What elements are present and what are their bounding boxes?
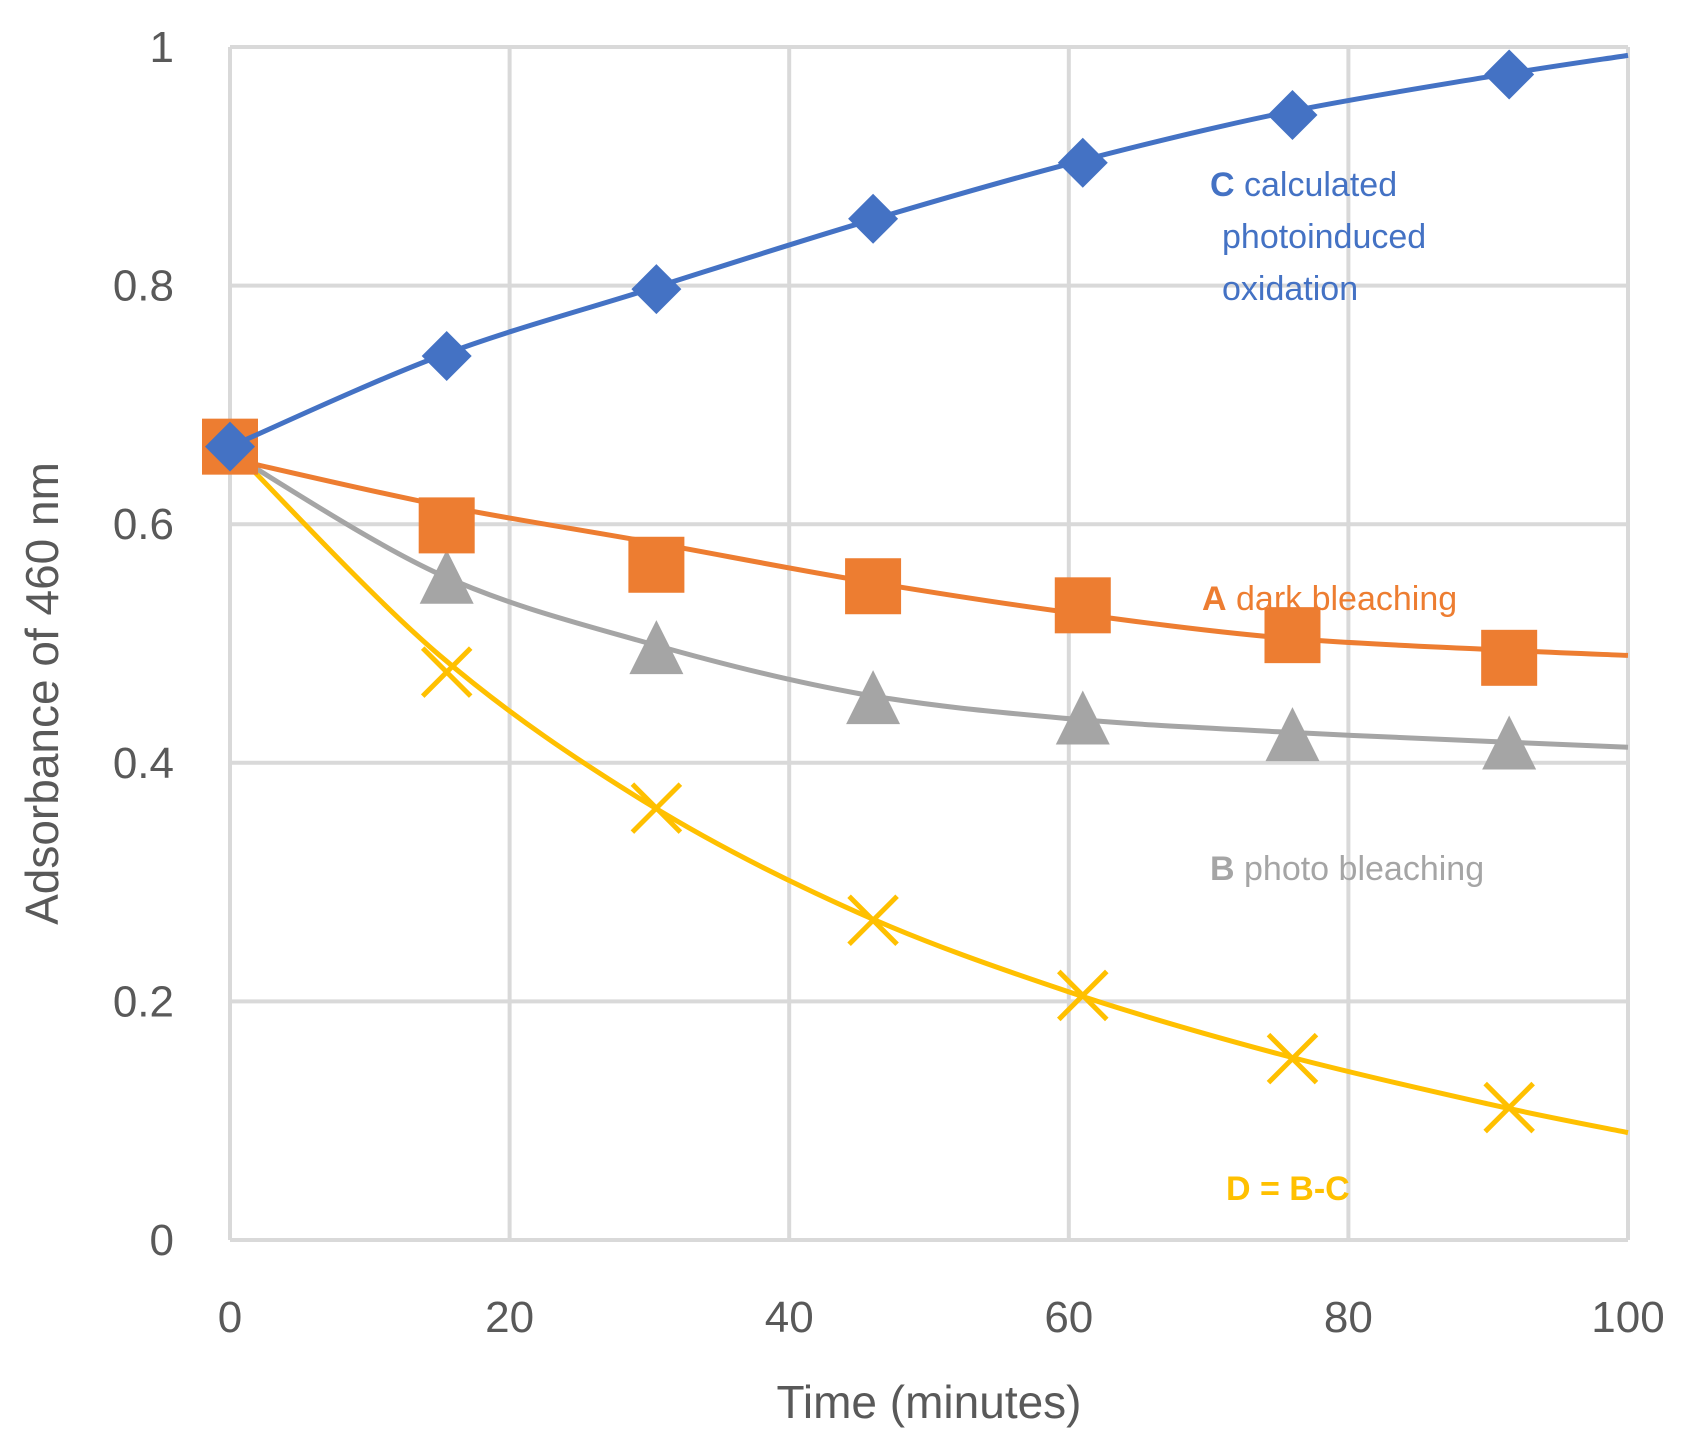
data-point-b (419, 549, 474, 604)
annotation-key: B (1210, 850, 1235, 888)
x-tick-label: 60 (1044, 1293, 1093, 1342)
annotation-c: C calculated photoinduced oxidation (1210, 166, 1426, 308)
data-point-b (1482, 715, 1537, 770)
series-layer (202, 49, 1629, 1136)
data-point-a (1054, 577, 1111, 634)
data-point-c (631, 264, 682, 315)
annotation-line: calculated (1235, 166, 1398, 204)
x-tick-label: 0 (218, 1293, 242, 1342)
data-point-c (205, 421, 255, 472)
series-c (205, 49, 1629, 472)
annotation-line: dark bleaching (1227, 580, 1458, 618)
data-point-c (1484, 49, 1535, 100)
y-axis-title: Adsorbance of 460 nm (16, 462, 68, 925)
data-point-d (1266, 1032, 1319, 1085)
y-tick-label: 0 (150, 1216, 174, 1265)
data-point-a (628, 536, 685, 593)
annotation-line: oxidation (1222, 270, 1358, 308)
data-point-a (845, 558, 902, 615)
annotation-b: B photo bleaching (1210, 850, 1484, 888)
data-point-d (420, 646, 473, 698)
data-point-c (1057, 137, 1108, 188)
data-point-d (847, 894, 899, 947)
y-tick-label: 1 (150, 23, 174, 72)
y-tick-label: 0.4 (113, 739, 174, 788)
x-tick-label: 20 (485, 1293, 534, 1342)
data-point-b (846, 670, 901, 725)
annotation-key: C (1210, 166, 1235, 204)
annotation-key: A (1202, 580, 1227, 618)
series-line-d (228, 444, 1629, 1136)
y-tick-label: 0.6 (113, 500, 174, 549)
data-point-c (1267, 90, 1318, 141)
annotation-d: D = B-C (1226, 1170, 1350, 1208)
y-tick-label: 0.2 (113, 977, 174, 1026)
grid-lines (228, 45, 1630, 1242)
data-point-c (421, 330, 472, 381)
x-axis-title: Time (minutes) (777, 1376, 1082, 1428)
data-point-d (1483, 1081, 1535, 1134)
data-point-a (418, 497, 475, 554)
x-tick-label: 40 (765, 1293, 814, 1342)
data-point-b (1265, 707, 1320, 762)
series-a (202, 418, 1629, 686)
x-axis-tick-labels: 0 20 40 60 80 100 (218, 1293, 1665, 1342)
data-point-b (629, 620, 684, 675)
data-point-d (630, 782, 683, 834)
annotation-key: D = B-C (1226, 1170, 1350, 1208)
y-tick-label: 0.8 (113, 262, 174, 311)
series-annotations: C calculated photoinduced oxidation A dark … (1202, 166, 1484, 1208)
annotation-a: A dark bleaching (1202, 580, 1457, 618)
data-point-a (1481, 629, 1538, 686)
x-tick-label: 100 (1591, 1293, 1664, 1342)
data-point-b (1055, 690, 1110, 745)
data-point-d (1057, 969, 1109, 1022)
series-line-a (229, 456, 1629, 658)
data-point-c (848, 193, 899, 244)
y-axis-tick-labels: 0 0.2 0.4 0.6 0.8 1 (113, 23, 174, 1265)
annotation-line: photoinduced (1222, 218, 1426, 256)
annotation-line: photo bleaching (1235, 850, 1485, 888)
data-point-a (1264, 607, 1321, 664)
x-tick-label: 80 (1324, 1293, 1373, 1342)
